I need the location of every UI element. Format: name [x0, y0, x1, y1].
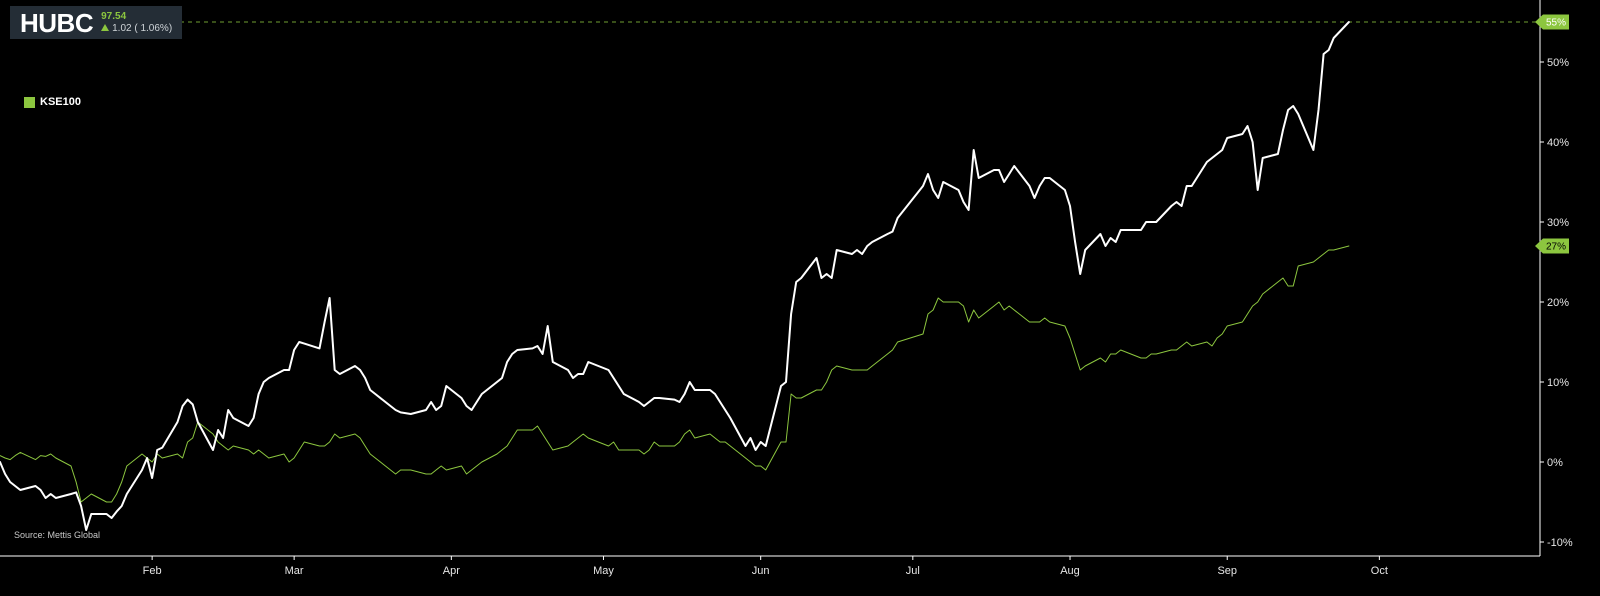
- source-text: Source: Mettis Global: [14, 530, 101, 540]
- y-tick-label-30%: 30%: [1547, 217, 1569, 229]
- ticker-box: HUBC 97.54 1.02 ( 1.06%): [10, 6, 183, 39]
- x-tick-label-sep: Sep: [1217, 565, 1237, 577]
- y-tick-label-0%: 0%: [1547, 457, 1563, 469]
- flag-layer: 55% 27%: [1535, 14, 1569, 254]
- y-tick-label-40%: 40%: [1547, 137, 1569, 149]
- quote-change: 1.02 ( 1.06%): [101, 23, 172, 35]
- x-tick-label-oct: Oct: [1371, 565, 1388, 577]
- x-tick-label-aug: Aug: [1060, 565, 1080, 577]
- quote-change-value: 1.02 ( 1.06%): [112, 22, 173, 34]
- quote-block: 97.54 1.02 ( 1.06%): [101, 11, 172, 35]
- legend-swatch-kse100: [24, 96, 35, 108]
- value-flag-hubc: [1535, 14, 1569, 30]
- value-flag-kse100: [1535, 238, 1569, 254]
- x-tick-label-jun: Jun: [752, 565, 770, 577]
- y-tick-label--10%: -10%: [1547, 537, 1573, 549]
- series-line-kse100: [0, 245, 1350, 503]
- x-tick-label-may: May: [593, 565, 614, 577]
- value-flag-label-kse100: 27%: [1546, 242, 1566, 253]
- y-tick-label-50%: 50%: [1547, 57, 1569, 69]
- y-tick-label-10%: 10%: [1547, 377, 1569, 389]
- legend[interactable]: KSE100: [24, 96, 81, 108]
- axis-layer: Feb Mar Apr May Jun Jul Aug Sep Oct -10% 0% 10% 20% 3…: [0, 0, 1573, 577]
- x-tick-label-feb: Feb: [143, 565, 162, 577]
- value-flag-label-hubc: 55%: [1546, 18, 1566, 29]
- x-tick-label-jul: Jul: [906, 565, 920, 577]
- y-tick-label-20%: 20%: [1547, 297, 1569, 309]
- up-arrow-icon: [101, 24, 110, 31]
- ticker-symbol: HUBC: [20, 7, 94, 38]
- legend-label-kse100: KSE100: [40, 96, 81, 108]
- series-line-hubc: [0, 21, 1350, 531]
- x-tick-label-apr: Apr: [443, 565, 460, 577]
- quote-price: 97.54: [101, 10, 127, 22]
- series-layer: [0, 21, 1350, 531]
- x-tick-label-mar: Mar: [285, 565, 304, 577]
